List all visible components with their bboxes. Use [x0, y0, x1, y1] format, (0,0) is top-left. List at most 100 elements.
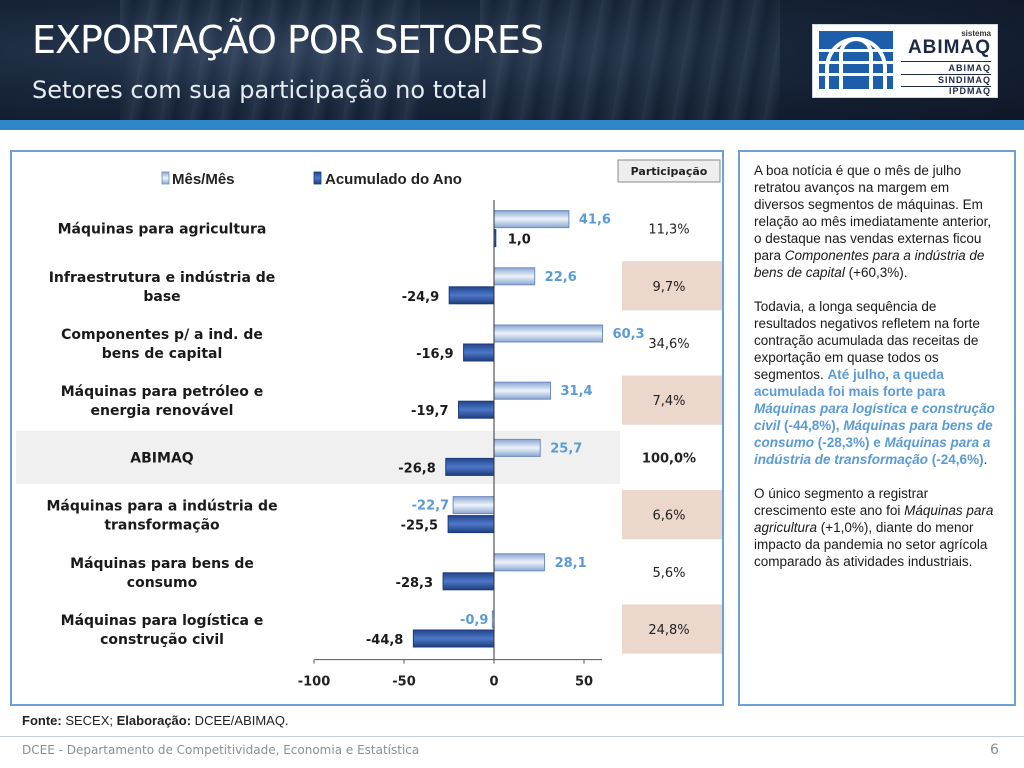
bar-mes: [493, 210, 570, 229]
slide-header: EXPORTAÇÃO POR SETORES Setores com sua p…: [0, 0, 1024, 126]
category-label: energia renovável: [91, 403, 234, 419]
bar-mes: [493, 438, 541, 457]
text-highlight: (-24,6%): [928, 452, 984, 467]
category-label: Máquinas para agricultura: [58, 222, 267, 238]
category-label: Infraestrutura e indústria de: [49, 270, 276, 286]
participacao-header: Participação: [631, 165, 708, 178]
bar-mes: [493, 381, 552, 400]
data-label-acumulado: -16,9: [416, 347, 453, 362]
text: (+1,0%), diante do menor impacto da pand…: [754, 520, 988, 569]
data-label-mes: 60,3: [613, 327, 645, 342]
text-highlight: Máquinas para a indústria de transformaç…: [754, 435, 991, 467]
legend-label-mes: Mês/Mês: [172, 171, 235, 188]
logo-divider: [901, 74, 991, 75]
bar-acumulado: [447, 515, 495, 534]
bar-mes: [493, 267, 536, 286]
participacao-value: 100,0%: [642, 451, 696, 466]
page-subtitle: Setores com sua participação no total: [32, 76, 488, 104]
text: Todavia, a longa sequência de resultados…: [754, 299, 980, 382]
participacao-value: 6,6%: [652, 509, 685, 524]
bar-acumulado: [442, 572, 495, 591]
data-label-mes: 41,6: [579, 213, 611, 228]
participacao-header-box: [617, 159, 721, 183]
elaboration-label: Elaboração:: [116, 713, 192, 728]
text-emphasis: Máquinas para agricultura: [754, 503, 994, 535]
abimaq-row-highlight: [16, 430, 620, 484]
logo-brand: ABIMAQ: [907, 37, 991, 58]
category-label: Máquinas para logística e: [61, 613, 264, 629]
data-label-acumulado: -24,9: [402, 290, 439, 305]
participacao-value: 7,4%: [652, 394, 685, 409]
logo-line: IPDMAQ: [949, 86, 991, 96]
globe-icon: [819, 31, 893, 89]
category-label: transformação: [104, 518, 220, 534]
header-decoration: [480, 0, 780, 126]
category-label: Máquinas para petróleo e: [61, 384, 264, 400]
data-label-acumulado: -26,8: [398, 461, 435, 476]
bar-mes: [452, 496, 495, 515]
participacao-cell-bg: [622, 375, 722, 425]
bar-acumulado: [412, 629, 495, 648]
bar-chart: Mês/Mês Acumulado do Ano Participação Máqui…: [16, 159, 722, 690]
source-note: Fonte: SECEX; Elaboração: DCEE/ABIMAQ.: [22, 713, 289, 728]
participacao-value: 34,6%: [648, 337, 689, 352]
data-label-acumulado: 1,0: [508, 233, 531, 248]
logo-line: ABIMAQ: [948, 63, 991, 73]
footer-text: DCEE - Departamento de Competitividade, …: [22, 743, 420, 757]
data-label-mes: -22,7: [412, 499, 449, 514]
text-highlight: (-44,8%),: [780, 418, 844, 433]
bar-acumulado: [445, 457, 495, 476]
participacao-value: 11,3%: [648, 223, 689, 238]
text-highlight: Até julho, a queda acumulada foi mais fo…: [754, 367, 946, 399]
data-label-mes: 25,7: [550, 441, 582, 456]
category-label: Componentes p/ a ind. de: [61, 327, 263, 343]
elaboration-value: DCEE/ABIMAQ.: [191, 713, 289, 728]
x-tick-label: 0: [489, 675, 498, 690]
data-label-mes: 22,6: [545, 270, 577, 285]
x-tick-label: -50: [392, 675, 416, 690]
participacao-value: 24,8%: [648, 623, 689, 638]
logo-line: SINDIMAQ: [938, 75, 991, 85]
bar-acumulado: [448, 286, 495, 305]
data-label-acumulado: -28,3: [396, 576, 433, 591]
data-label-mes: -0,9: [460, 613, 488, 628]
logo-divider: [901, 86, 991, 87]
data-label-mes: 31,4: [561, 384, 593, 399]
legend-swatch-mes: [161, 171, 170, 185]
bar-acumulado: [458, 400, 495, 419]
text: (+60,3%).: [844, 265, 908, 280]
commentary-paragraph-2: Todavia, a longa sequência de resultados…: [754, 298, 1002, 468]
category-label: Máquinas para bens de: [70, 556, 254, 572]
category-label: construção civil: [100, 632, 224, 648]
data-label-acumulado: -44,8: [366, 633, 403, 648]
text-highlight: Máquinas para bens de consumo: [754, 418, 993, 450]
bar-acumulado: [463, 343, 495, 362]
participacao-value: 9,7%: [652, 280, 685, 295]
participacao-cell-bg: [622, 490, 722, 540]
commentary-paragraph-1: A boa notícia é que o mês de julho retra…: [754, 162, 1002, 281]
source-label: Fonte:: [22, 713, 62, 728]
header-band: [0, 120, 1024, 130]
logo-divider: [901, 61, 991, 62]
chart-panel: Mês/Mês Acumulado do Ano Participação Máqui…: [10, 150, 724, 706]
footer-rule: [0, 736, 1024, 737]
participacao-cell-bg: [622, 261, 722, 311]
text-emphasis: Componentes para a indústria de bens de …: [754, 248, 985, 280]
data-label-mes: 28,1: [555, 556, 587, 571]
data-label-acumulado: -19,7: [411, 404, 448, 419]
legend-swatch-acumulado: [313, 171, 322, 185]
commentary-panel: A boa notícia é que o mês de julho retra…: [738, 150, 1016, 706]
bar-mes: [493, 553, 546, 572]
category-label: bens de capital: [102, 346, 223, 362]
text: O único segmento a registrar crescimento…: [754, 486, 929, 518]
category-label: consumo: [127, 575, 198, 591]
source-value: SECEX;: [61, 713, 117, 728]
legend-label-acumulado: Acumulado do Ano: [325, 171, 462, 188]
page-number: 6: [990, 742, 999, 758]
participacao-value: 5,6%: [652, 566, 685, 581]
category-label: base: [143, 289, 180, 305]
participacao-cell-bg: [622, 604, 722, 654]
text-highlight: (-28,3%) e: [814, 435, 885, 450]
logo-sistema: sistema: [961, 29, 991, 38]
x-tick-label: 50: [575, 675, 593, 690]
